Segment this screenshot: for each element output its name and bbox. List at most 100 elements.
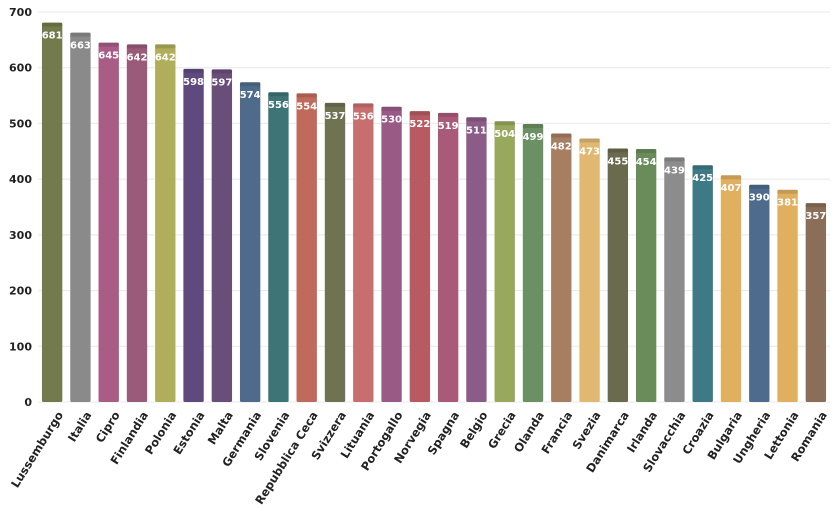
data-label: 357 bbox=[805, 211, 826, 222]
y-tick-label: 600 bbox=[9, 62, 32, 75]
bar-cap bbox=[268, 92, 289, 97]
bar-cap bbox=[324, 102, 346, 107]
bar-portogallo bbox=[381, 106, 402, 402]
bar-slovacchia bbox=[664, 157, 685, 402]
data-label: 425 bbox=[692, 173, 713, 184]
data-label: 439 bbox=[664, 165, 685, 176]
data-label: 473 bbox=[579, 146, 600, 157]
category-label: Italia bbox=[65, 409, 94, 445]
data-label: 381 bbox=[777, 198, 798, 209]
bar-cap bbox=[494, 121, 515, 126]
bar-cap bbox=[381, 106, 402, 111]
bar-olanda bbox=[522, 123, 544, 402]
bar-cap bbox=[720, 175, 742, 180]
bar-cap bbox=[777, 189, 798, 194]
bar-svezia bbox=[579, 138, 600, 402]
bar-norvegia bbox=[409, 111, 431, 403]
bar-cap bbox=[409, 111, 431, 116]
bar-cap bbox=[579, 138, 600, 143]
bar-irlanda bbox=[635, 149, 657, 402]
bar-cap bbox=[239, 82, 261, 87]
bar-svizzera bbox=[324, 102, 346, 403]
bar-cap bbox=[126, 44, 148, 49]
bar-francia bbox=[551, 133, 572, 402]
data-label: 511 bbox=[466, 125, 487, 136]
bar-cap bbox=[664, 157, 685, 162]
bar-polonia bbox=[155, 44, 176, 403]
bar-cap bbox=[70, 32, 91, 37]
bar-repubblica-ceca bbox=[296, 93, 317, 402]
bar-slovenia bbox=[268, 92, 289, 402]
bar-cap bbox=[749, 184, 770, 189]
bar-spagna bbox=[437, 112, 459, 402]
data-label: 504 bbox=[494, 129, 515, 140]
y-tick-label: 500 bbox=[9, 117, 32, 130]
bar-bulgaria bbox=[720, 175, 742, 402]
bar-cap bbox=[296, 93, 317, 98]
data-label: 455 bbox=[607, 157, 628, 168]
bar-cap bbox=[522, 123, 544, 128]
bar-cap bbox=[635, 149, 657, 154]
bar-finlandia bbox=[126, 44, 148, 403]
y-tick-label: 300 bbox=[9, 229, 32, 242]
bars bbox=[41, 22, 827, 403]
data-label: 597 bbox=[211, 77, 232, 88]
bar-croazia bbox=[692, 165, 713, 402]
bar-belgio bbox=[466, 117, 487, 403]
bar-cap bbox=[183, 68, 204, 73]
bar-malta bbox=[211, 69, 233, 402]
data-label: 537 bbox=[325, 111, 346, 122]
data-label: 645 bbox=[98, 51, 119, 62]
category-label: Lussemburgo bbox=[8, 409, 66, 490]
y-tick-label: 200 bbox=[9, 285, 32, 298]
data-label: 536 bbox=[353, 111, 374, 122]
data-label: 556 bbox=[268, 100, 289, 111]
bar-danimarca bbox=[607, 148, 629, 402]
bar-cap bbox=[551, 133, 572, 138]
data-label: 407 bbox=[721, 183, 742, 194]
bar-cap bbox=[41, 22, 63, 27]
bar-estonia bbox=[183, 68, 204, 402]
bar-ungheria bbox=[749, 184, 770, 402]
bar-cap bbox=[437, 112, 459, 117]
data-label: 598 bbox=[183, 77, 204, 88]
data-label: 519 bbox=[438, 121, 459, 132]
y-axis-ticks: 0 100 200 300 400 500 600 700 bbox=[9, 6, 32, 409]
bar-germania bbox=[239, 82, 261, 402]
y-tick-label: 100 bbox=[9, 340, 32, 353]
data-label: 522 bbox=[409, 119, 430, 130]
data-label: 574 bbox=[240, 90, 261, 101]
bar-cap bbox=[466, 117, 487, 122]
data-label: 681 bbox=[42, 31, 63, 42]
bar-lettonia bbox=[777, 189, 798, 402]
x-axis-categories: LussemburgoItaliaCiproFinlandiaPoloniaEs… bbox=[8, 409, 830, 507]
bar-italia bbox=[70, 32, 91, 402]
bar-cap bbox=[211, 69, 233, 74]
data-label: 454 bbox=[636, 157, 657, 168]
bar-lituania bbox=[353, 103, 374, 402]
bar-cap bbox=[353, 103, 374, 108]
data-label: 642 bbox=[155, 52, 176, 63]
data-label: 499 bbox=[523, 132, 544, 143]
bar-cap bbox=[607, 148, 629, 153]
bar-cap bbox=[98, 42, 119, 47]
data-label: 663 bbox=[70, 41, 91, 52]
data-label: 482 bbox=[551, 141, 572, 152]
bar-lussemburgo bbox=[41, 22, 63, 402]
bar-cipro bbox=[98, 42, 119, 403]
data-label: 642 bbox=[127, 52, 148, 63]
bar-romania bbox=[805, 203, 827, 402]
bar-cap bbox=[805, 203, 827, 208]
y-tick-label: 0 bbox=[24, 396, 32, 409]
bar-grecia bbox=[494, 121, 515, 402]
data-label: 530 bbox=[381, 115, 402, 126]
category-label: Cipro bbox=[93, 409, 123, 445]
bar-cap bbox=[155, 44, 176, 49]
data-label: 554 bbox=[296, 101, 317, 112]
bar-cap bbox=[692, 165, 713, 170]
y-tick-label: 400 bbox=[9, 173, 32, 186]
data-label: 390 bbox=[749, 193, 770, 204]
data-labels: 681 663 645 642 642 598 597 574 556 554 537 536 530 5… bbox=[42, 31, 827, 223]
y-tick-label: 700 bbox=[9, 6, 32, 19]
